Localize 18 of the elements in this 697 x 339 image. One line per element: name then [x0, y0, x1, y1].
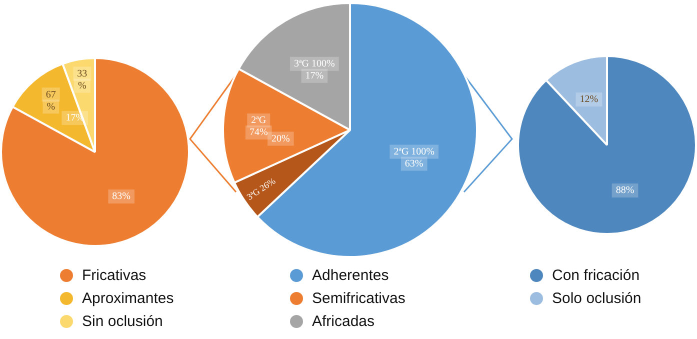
- legend-label: Fricativas: [82, 267, 146, 284]
- text: 20%: [272, 133, 290, 144]
- legend-label: Adherentes: [312, 267, 389, 284]
- data-label: 88%: [616, 185, 634, 196]
- legend-label: Con fricación: [552, 267, 640, 284]
- legend-label: Semifricativas: [312, 290, 406, 307]
- text: 3ªG 26%: [244, 175, 278, 202]
- data-label: 3ªG 100% 17%: [294, 58, 335, 82]
- legend-label: Solo oclusión: [552, 290, 642, 307]
- data-label: 2ªG 100% 63%: [394, 146, 435, 170]
- legend-label: Sin oclusión: [82, 313, 163, 330]
- legend-label: Aproximantes: [82, 290, 174, 307]
- text: 67 %: [46, 89, 56, 112]
- text: 33 %: [77, 68, 88, 92]
- text: 2ªG 74%: [249, 115, 268, 138]
- data-label: 12%: [580, 94, 598, 106]
- legend-label: Africadas: [312, 313, 375, 330]
- data-label: 83%: [112, 191, 130, 202]
